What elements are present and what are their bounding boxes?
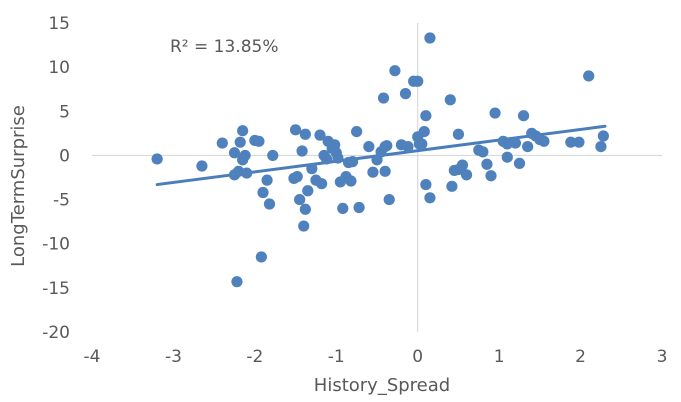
data-point — [456, 159, 469, 171]
data-point — [337, 202, 349, 214]
x-tick-label: 1 — [494, 347, 505, 367]
data-point — [298, 220, 310, 232]
data-point — [485, 170, 497, 182]
data-point — [345, 175, 357, 187]
data-point — [481, 158, 493, 170]
data-point — [538, 135, 550, 147]
x-tick-label: -1 — [328, 347, 345, 367]
data-point — [294, 193, 306, 206]
data-point — [228, 147, 241, 159]
y-tick-label: 10 — [48, 58, 70, 78]
x-tick-label: -4 — [84, 347, 101, 367]
data-point — [267, 149, 279, 162]
y-axis-title: LongTermSurprise — [8, 105, 29, 267]
data-point — [377, 92, 390, 104]
x-tick-label: 0 — [412, 347, 423, 367]
data-point — [583, 70, 595, 82]
x-tick-label: -2 — [246, 347, 263, 367]
data-point — [299, 128, 311, 140]
data-point — [517, 110, 530, 122]
data-point — [381, 140, 393, 152]
data-point — [263, 198, 276, 210]
data-point — [363, 141, 375, 153]
data-point — [255, 251, 267, 263]
data-point — [299, 203, 311, 215]
data-point — [216, 137, 228, 149]
data-point — [460, 169, 473, 181]
points-layer — [151, 32, 609, 288]
y-tick-label: 5 — [59, 102, 70, 122]
data-point — [513, 157, 526, 169]
data-point — [522, 141, 534, 153]
y-tick-label: -5 — [53, 191, 70, 211]
data-point — [509, 137, 522, 149]
data-point — [452, 128, 465, 140]
y-tick-label: 15 — [48, 14, 70, 34]
data-point — [501, 138, 513, 150]
data-point — [151, 153, 163, 165]
data-point — [228, 169, 241, 181]
data-point — [565, 136, 577, 148]
data-point — [320, 153, 333, 165]
data-point — [424, 32, 436, 44]
data-point — [351, 125, 363, 138]
y-tick-label: -10 — [42, 235, 70, 255]
y-tick-label: -20 — [42, 323, 70, 343]
data-point — [302, 185, 314, 197]
data-point — [418, 125, 430, 138]
data-point — [332, 152, 344, 164]
data-point — [367, 166, 379, 178]
data-point — [346, 156, 359, 168]
data-point — [231, 276, 243, 288]
data-point — [420, 110, 432, 122]
data-point — [237, 125, 249, 137]
data-point — [296, 145, 308, 157]
data-point — [306, 163, 318, 175]
data-point — [477, 146, 489, 158]
y-tick-label: 0 — [59, 146, 70, 166]
data-point — [196, 160, 208, 172]
data-point — [314, 129, 326, 141]
data-point — [420, 178, 432, 191]
data-point — [412, 75, 424, 87]
data-point — [291, 171, 303, 183]
x-tick-label: 2 — [575, 347, 586, 367]
data-point — [234, 136, 246, 148]
y-tick-label: -15 — [42, 279, 70, 299]
data-point — [597, 130, 609, 142]
data-point — [257, 186, 269, 199]
data-point — [379, 165, 391, 177]
data-point — [424, 192, 436, 204]
data-point — [444, 94, 456, 106]
data-point — [501, 151, 513, 163]
data-point — [573, 136, 585, 148]
data-point — [316, 178, 328, 190]
data-point — [389, 65, 401, 77]
data-point — [446, 180, 458, 192]
data-point — [383, 193, 395, 206]
data-point — [289, 124, 302, 136]
data-point — [253, 135, 265, 147]
x-axis-title: History_Spread — [314, 375, 450, 396]
data-point — [595, 141, 607, 153]
data-point — [241, 167, 253, 179]
r-squared-annotation: R² = 13.85% — [170, 37, 279, 57]
data-point — [489, 107, 501, 119]
data-point — [237, 154, 249, 166]
axes-layer — [92, 23, 662, 332]
x-tick-label: 3 — [657, 347, 668, 367]
data-point — [261, 174, 273, 186]
data-point — [402, 141, 414, 153]
data-point — [399, 88, 412, 100]
x-tick-label: -3 — [165, 347, 182, 367]
data-point — [416, 138, 428, 150]
data-point — [353, 201, 365, 214]
